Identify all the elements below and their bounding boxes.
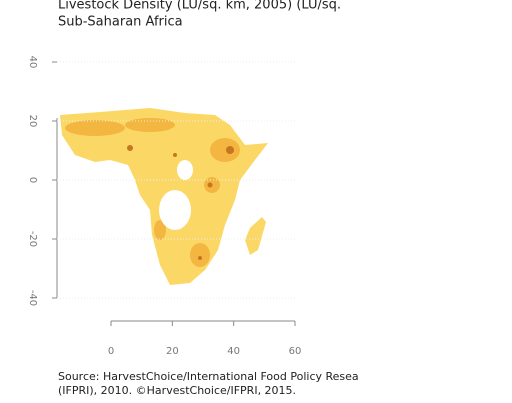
empty-areas bbox=[159, 160, 193, 230]
chart-subtitle: Sub-Saharan Africa bbox=[58, 15, 183, 30]
madagascar bbox=[245, 217, 266, 255]
dense-areas bbox=[65, 118, 240, 267]
y-tick-label: 20 bbox=[27, 115, 38, 128]
y-tick-label: 0 bbox=[27, 177, 38, 183]
x-tick-label: 20 bbox=[166, 346, 179, 357]
x-tick-label: 60 bbox=[289, 346, 302, 357]
chart-title: Livestock Density (LU/sq. km, 2005) (LU/… bbox=[58, 0, 341, 13]
source-line: (IFPRI), 2010. ©HarvestChoice/IFPRI, 201… bbox=[58, 384, 296, 397]
x-tick-label: 40 bbox=[227, 346, 240, 357]
very-dense-areas bbox=[127, 145, 234, 260]
source-line: Source: HarvestChoice/International Food… bbox=[58, 370, 359, 383]
y-tick-label: 40 bbox=[27, 56, 38, 69]
map bbox=[60, 108, 268, 285]
y-tick-label: -20 bbox=[27, 231, 38, 247]
x-tick-label: 0 bbox=[108, 346, 114, 357]
y-tick-label: -40 bbox=[27, 290, 38, 306]
